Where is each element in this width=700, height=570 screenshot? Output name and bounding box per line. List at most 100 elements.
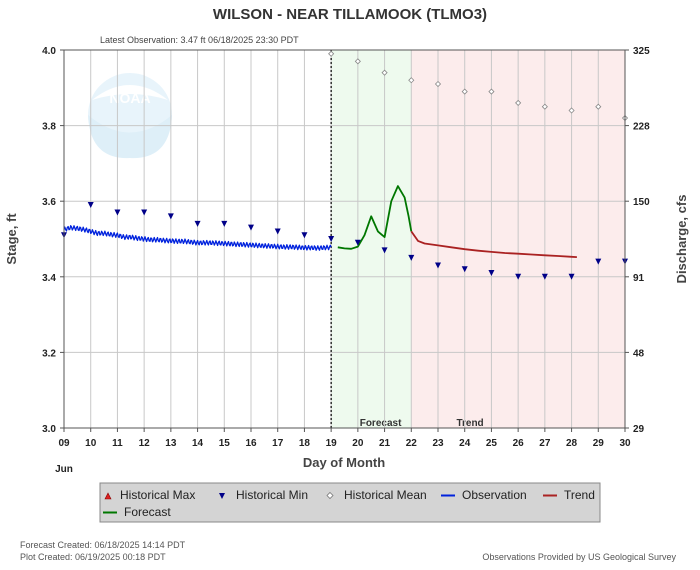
historical-mean-point xyxy=(515,99,522,106)
historical-min-point xyxy=(515,273,522,280)
historical-mean-point xyxy=(354,58,361,65)
historical-min-point xyxy=(328,236,335,242)
historical-min-point xyxy=(221,220,228,227)
forecast-line xyxy=(337,185,413,250)
x-tick-label: 30 xyxy=(619,438,631,449)
historical-mean-point xyxy=(541,103,548,110)
historical-min-point xyxy=(274,228,281,235)
legend-item-historical-min: Historical Min xyxy=(219,488,308,502)
y-tick-label-left: 3.8 xyxy=(42,122,56,133)
y-axis-right-ticks: 29 48 91 150 228 325 xyxy=(625,46,650,435)
legend-label-historical-max: Historical Max xyxy=(120,488,195,502)
historical-min-point xyxy=(167,213,174,220)
triangle-up-icon xyxy=(104,492,112,500)
x-tick-label: 24 xyxy=(459,438,471,449)
legend-item-observation: Observation xyxy=(441,488,527,502)
zone-label-forecast: Forecast xyxy=(360,418,402,429)
plot-border xyxy=(63,49,626,429)
legend-item-historical-mean: Historical Mean xyxy=(326,488,427,502)
legend-label-forecast: Forecast xyxy=(124,505,171,519)
x-tick-label: 20 xyxy=(352,438,364,449)
x-axis-label: Day of Month xyxy=(303,455,385,470)
latest-observation-label: Latest Observation: 3.47 ft 06/18/2025 2… xyxy=(100,35,299,45)
x-tick-label: 19 xyxy=(326,438,338,449)
historical-min-point xyxy=(568,273,575,280)
plot-created-text: Plot Created: 06/19/2025 00:18 PDT xyxy=(20,552,166,562)
historical-min-point xyxy=(435,262,441,269)
zones-layer: Forecast Trend xyxy=(331,50,625,429)
y-tick-label-left: 3.6 xyxy=(42,197,56,208)
historical-min-point xyxy=(194,220,201,227)
y-tick-label-right: 228 xyxy=(633,122,650,133)
historical-min-point xyxy=(541,273,548,280)
y-tick-label-left: 4.0 xyxy=(42,46,56,57)
legend-item-trend: Trend xyxy=(543,488,595,502)
historical-min-point xyxy=(354,239,361,246)
historical-min-point xyxy=(595,258,602,265)
series-layer xyxy=(61,50,629,280)
x-tick-label: 14 xyxy=(192,438,204,449)
forecast-created-text: Forecast Created: 06/18/2025 14:14 PDT xyxy=(20,540,186,550)
legend-item-historical-max: Historical Max xyxy=(104,488,195,502)
historical-min-point xyxy=(488,270,495,277)
y-tick-label-right: 325 xyxy=(633,46,650,57)
x-tick-label: 10 xyxy=(85,438,97,449)
historical-mean-point xyxy=(328,50,335,57)
x-tick-label: 15 xyxy=(219,438,231,449)
zone-label-trend: Trend xyxy=(456,418,483,429)
historical-min-point xyxy=(141,209,148,216)
y-axis-left-label: Stage, ft xyxy=(4,213,19,265)
historical-mean-point xyxy=(434,80,442,88)
y-tick-label-left: 3.4 xyxy=(42,273,56,284)
legend-item-forecast: Forecast xyxy=(103,505,171,519)
x-tick-label: 11 xyxy=(112,438,123,449)
x-tick-label: 17 xyxy=(272,438,284,449)
y-axis-right-label: Discharge, cfs xyxy=(674,195,689,284)
x-tick-label: 28 xyxy=(566,438,578,449)
x-tick-label: 22 xyxy=(406,438,418,449)
historical-min-point xyxy=(114,209,121,216)
x-tick-label: 26 xyxy=(513,438,525,449)
x-axis-ticks: 09 10 11 12 13 14 15 16 17 18 19 20 21 22 23 24 25 26 27 28… xyxy=(58,428,631,449)
noaa-logo-watermark: NOAA xyxy=(88,73,172,159)
historical-mean-point xyxy=(595,103,602,110)
x-tick-label: 25 xyxy=(486,438,498,449)
y-tick-label-left: 3.2 xyxy=(42,348,56,359)
observation-line xyxy=(63,225,332,251)
y-tick-label-right: 48 xyxy=(633,348,645,359)
x-month-label: Jun xyxy=(55,464,73,475)
historical-mean-point xyxy=(488,88,495,95)
historical-mean-point xyxy=(381,69,388,76)
zone-forecast xyxy=(331,50,412,428)
x-tick-label: 16 xyxy=(245,438,257,449)
chart-title: WILSON - NEAR TILLAMOOK (TLMO3) xyxy=(213,6,487,23)
historical-min-point xyxy=(461,266,468,273)
legend-box xyxy=(99,482,601,523)
historical-min-point xyxy=(301,232,308,239)
legend-label-historical-mean: Historical Mean xyxy=(344,488,427,502)
trend-line xyxy=(410,230,577,258)
x-tick-label: 23 xyxy=(432,438,444,449)
y-tick-label-left: 3.0 xyxy=(42,424,56,435)
historical-mean-point xyxy=(408,77,415,84)
legend-label-historical-min: Historical Min xyxy=(236,488,308,502)
historical-mean-point xyxy=(461,88,468,95)
x-tick-label: 29 xyxy=(593,438,605,449)
x-tick-label: 13 xyxy=(165,438,177,449)
historical-min-point xyxy=(87,201,94,208)
historical-min-point xyxy=(381,247,388,254)
x-tick-label: 09 xyxy=(58,438,70,449)
x-tick-label: 21 xyxy=(379,438,391,449)
noaa-logo-text: NOAA xyxy=(109,90,150,106)
diamond-icon xyxy=(326,491,334,500)
y-tick-label-right: 150 xyxy=(633,197,650,208)
x-tick-label: 12 xyxy=(139,438,151,449)
y-tick-label-right: 29 xyxy=(633,424,645,435)
y-tick-label-right: 91 xyxy=(633,273,645,284)
x-tick-label: 27 xyxy=(539,438,551,449)
y-axis-left-ticks: 3.0 3.2 3.4 3.6 3.8 4.0 xyxy=(42,46,64,435)
historical-min-point xyxy=(408,254,415,261)
triangle-down-icon xyxy=(219,493,225,499)
x-tick-label: 18 xyxy=(299,438,311,449)
